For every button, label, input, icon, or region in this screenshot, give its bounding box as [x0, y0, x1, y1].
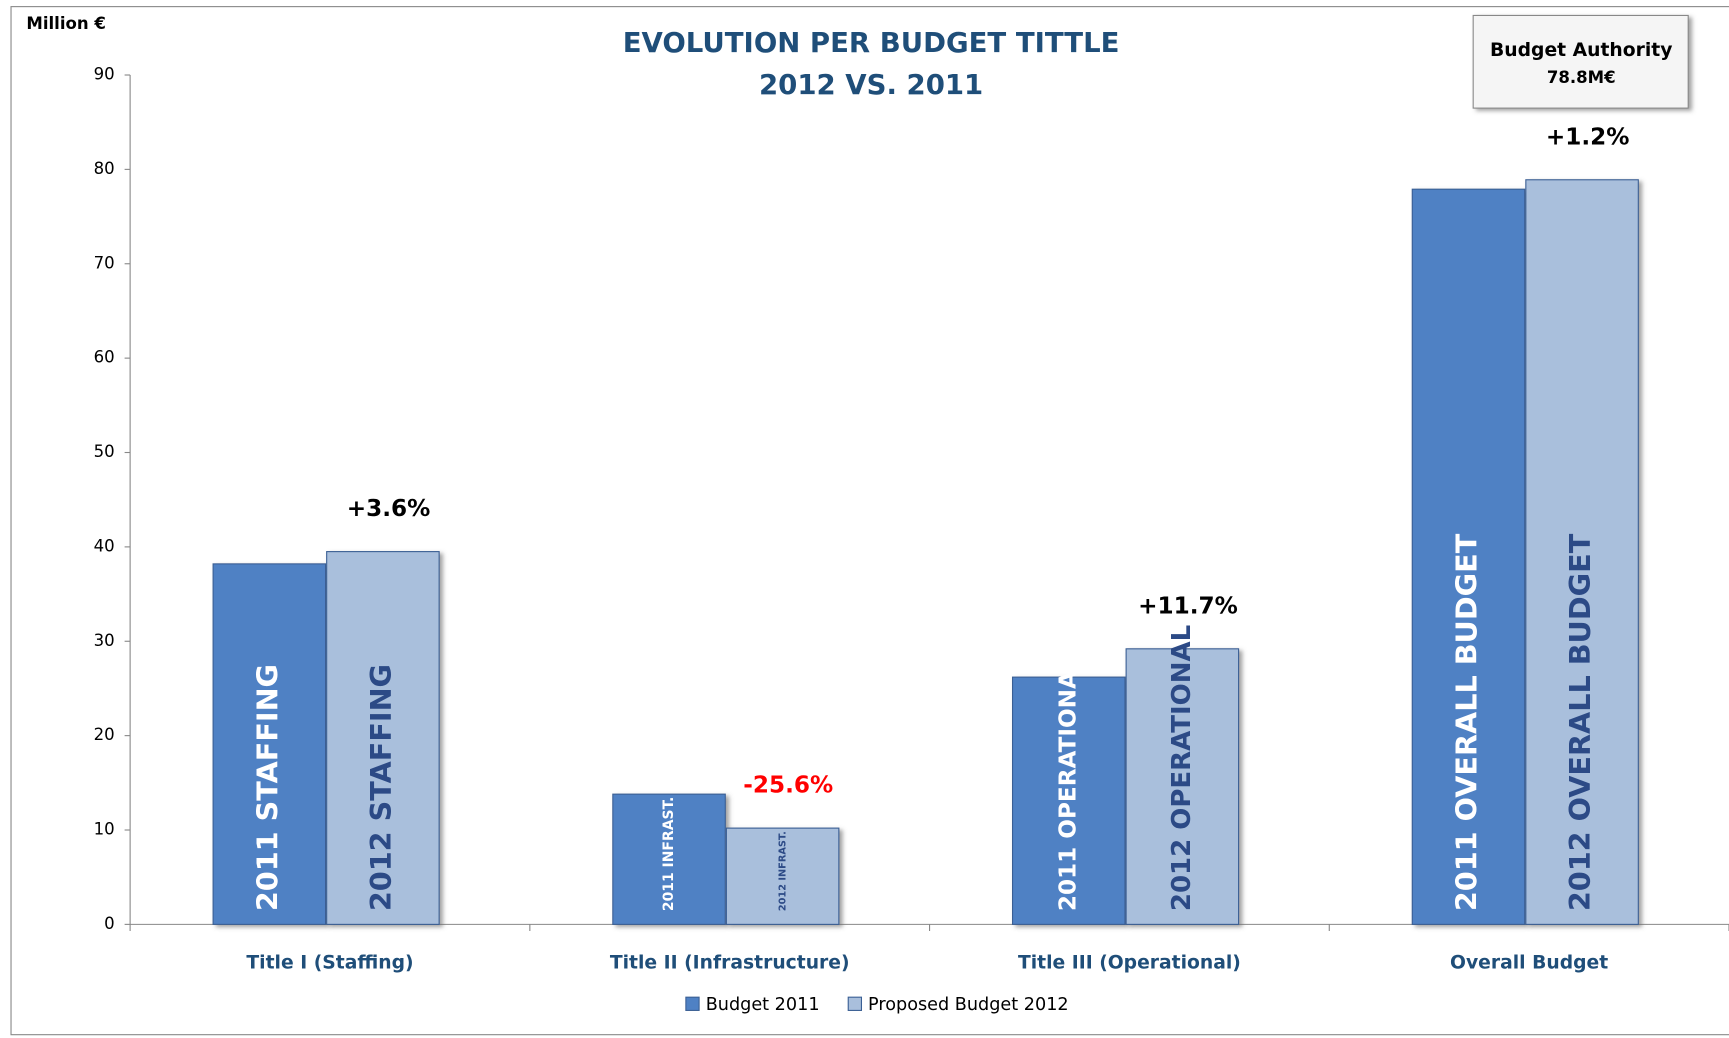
- info-box-text: 78.8M€: [1547, 68, 1616, 87]
- info-box-title: Budget Authority: [1490, 40, 1672, 61]
- bar-label: 2012 INFRAST.: [778, 831, 789, 911]
- legend-label: Proposed Budget 2012: [868, 995, 1069, 1015]
- legend-swatch: [685, 996, 700, 1011]
- bar: [212, 563, 327, 925]
- x-tick-label: Title I (Staffing): [246, 952, 413, 973]
- bar: [1125, 648, 1240, 925]
- y-tick-label: 20: [94, 725, 115, 744]
- x-tick-label: Title III (Operational): [1018, 952, 1241, 973]
- y-tick-label: 50: [94, 442, 115, 461]
- bar: [725, 827, 840, 925]
- bar-label: 2011 OVERALL BUDGET: [1449, 533, 1483, 911]
- bar: [1525, 179, 1639, 925]
- change-annotation: +3.6%: [347, 496, 431, 522]
- change-annotation: -25.6%: [743, 773, 833, 799]
- bar-label: 2012 STAFFING: [364, 664, 398, 911]
- y-tick-label: 30: [94, 631, 115, 650]
- bar-label: 2012 OPERATIONAL: [1167, 625, 1197, 911]
- bar-label: 2011 INFRAST.: [661, 797, 677, 911]
- change-annotation: +1.2%: [1546, 124, 1630, 150]
- x-tick-label: Title II (Infrastructure): [610, 952, 850, 973]
- x-tick-label: Overall Budget: [1450, 952, 1608, 973]
- y-axis-label: Million €: [26, 14, 106, 33]
- y-tick-label: 90: [94, 65, 115, 84]
- y-tick-label: 70: [94, 253, 115, 272]
- info-box: [1472, 14, 1689, 109]
- bar-label: 2011 STAFFING: [250, 664, 284, 911]
- bar: [1011, 676, 1126, 925]
- y-tick-label: 10: [94, 820, 115, 839]
- bar: [326, 551, 440, 925]
- bar: [1411, 188, 1526, 925]
- y-tick-label: 60: [94, 348, 115, 367]
- y-tick-label: 80: [94, 159, 115, 178]
- chart-title: EVOLUTION PER BUDGET TITTLE: [623, 26, 1120, 59]
- y-tick-label: 40: [94, 536, 115, 555]
- change-annotation: +11.7%: [1138, 593, 1238, 619]
- bar: [612, 793, 726, 925]
- chart-subtitle: 2012 VS. 2011: [759, 68, 983, 101]
- bar-label: 2011 OPERATIONAL: [1055, 656, 1081, 911]
- bar-label: 2012 OVERALL BUDGET: [1563, 533, 1597, 911]
- legend-label: Budget 2011: [706, 995, 820, 1015]
- y-tick-label: 0: [104, 914, 115, 933]
- legend-swatch: [847, 996, 863, 1011]
